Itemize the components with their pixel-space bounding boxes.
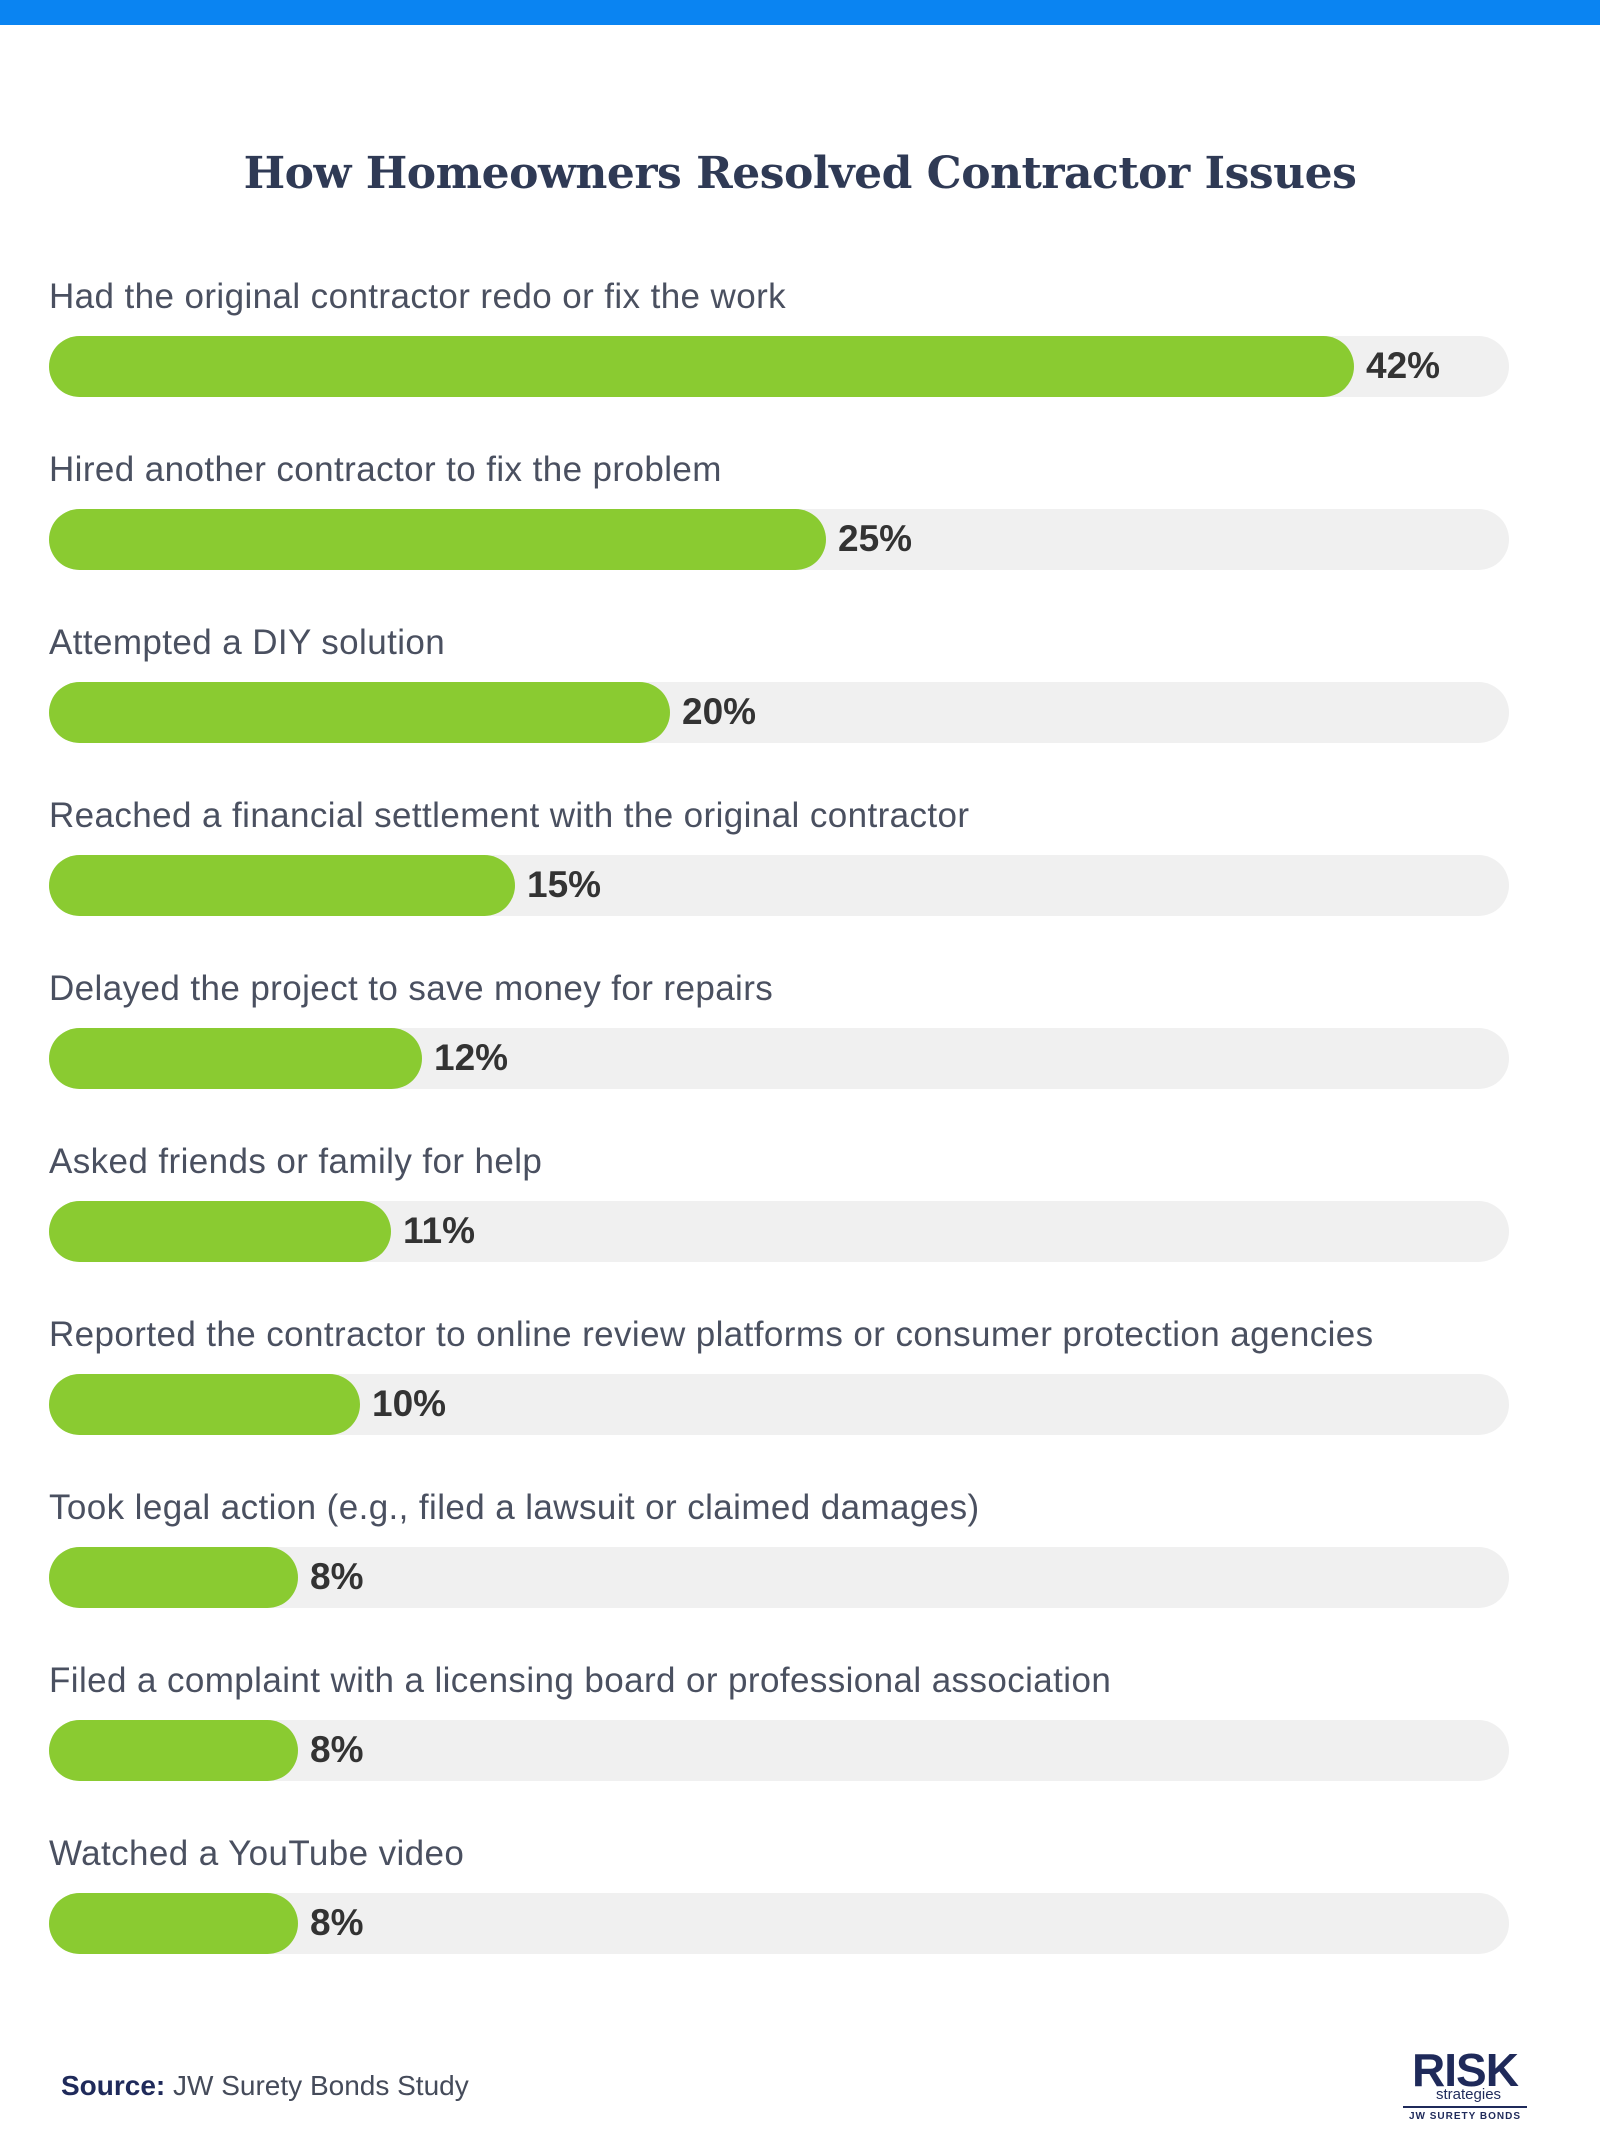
logo-divider — [1403, 2106, 1527, 2108]
bar — [49, 1201, 391, 1262]
bar-row: Asked friends or family for help 11% — [49, 1142, 1509, 1292]
logo-sub-text: strategies — [1436, 2086, 1502, 2103]
bar-row: Watched a YouTube video 8% — [49, 1834, 1509, 1984]
chart-title: How Homeowners Resolved Contractor Issue… — [243, 148, 1357, 199]
bar — [49, 682, 670, 743]
bar-row: Filed a complaint with a licensing board… — [49, 1661, 1509, 1811]
bar-category-label: Delayed the project to save money for re… — [49, 969, 774, 1008]
bar-value-label: 15% — [527, 864, 602, 905]
bar-category-label: Reached a financial settlement with the … — [49, 796, 970, 835]
bar-category-label: Had the original contractor redo or fix … — [49, 277, 787, 316]
bar-value-label: 10% — [372, 1383, 447, 1424]
bar-category-label: Hired another contractor to fix the prob… — [49, 450, 722, 489]
bar-row: Had the original contractor redo or fix … — [49, 277, 1509, 427]
bar-value-label: 11% — [403, 1210, 476, 1251]
bar-value-label: 8% — [310, 1556, 364, 1597]
bar-value-label: 8% — [310, 1729, 364, 1770]
bar-row: Hired another contractor to fix the prob… — [49, 450, 1509, 600]
bar — [49, 509, 826, 570]
bar — [49, 1547, 298, 1608]
bar-row: Reported the contractor to online review… — [49, 1315, 1509, 1465]
bar-row: Attempted a DIY solution 20% — [49, 623, 1509, 773]
bar-value-label: 42% — [1366, 345, 1441, 386]
bar — [49, 336, 1354, 397]
bar — [49, 1374, 360, 1435]
bar-category-label: Took legal action (e.g., filed a lawsuit… — [49, 1488, 980, 1527]
bar-row: Delayed the project to save money for re… — [49, 969, 1509, 1119]
bar — [49, 855, 515, 916]
bar-category-label: Filed a complaint with a licensing board… — [49, 1661, 1112, 1700]
bar — [49, 1893, 298, 1954]
source-label: Source: — [61, 2070, 166, 2101]
risk-strategies-logo: RISK strategies JW SURETY BONDS — [1400, 2044, 1530, 2128]
logo-tagline: JW SURETY BONDS — [1408, 2111, 1522, 2122]
bar-row: Took legal action (e.g., filed a lawsuit… — [49, 1488, 1509, 1638]
bar-value-label: 8% — [310, 1902, 364, 1943]
bar-category-label: Asked friends or family for help — [49, 1142, 543, 1181]
bar-value-label: 20% — [682, 691, 757, 732]
bar — [49, 1720, 298, 1781]
bar-value-label: 12% — [434, 1037, 509, 1078]
source-text: JW Surety Bonds Study — [165, 2070, 469, 2101]
source-note: Source: JW Surety Bonds Study — [61, 2070, 469, 2102]
bar-category-label: Reported the contractor to online review… — [49, 1315, 1374, 1354]
logo-main-text: RISK — [1412, 2044, 1519, 2096]
bar-category-label: Attempted a DIY solution — [49, 623, 446, 662]
bar — [49, 1028, 422, 1089]
top-accent-bar — [0, 0, 1600, 25]
bar-value-label: 25% — [838, 518, 913, 559]
bar-row: Reached a financial settlement with the … — [49, 796, 1509, 946]
bar-category-label: Watched a YouTube video — [49, 1834, 465, 1873]
